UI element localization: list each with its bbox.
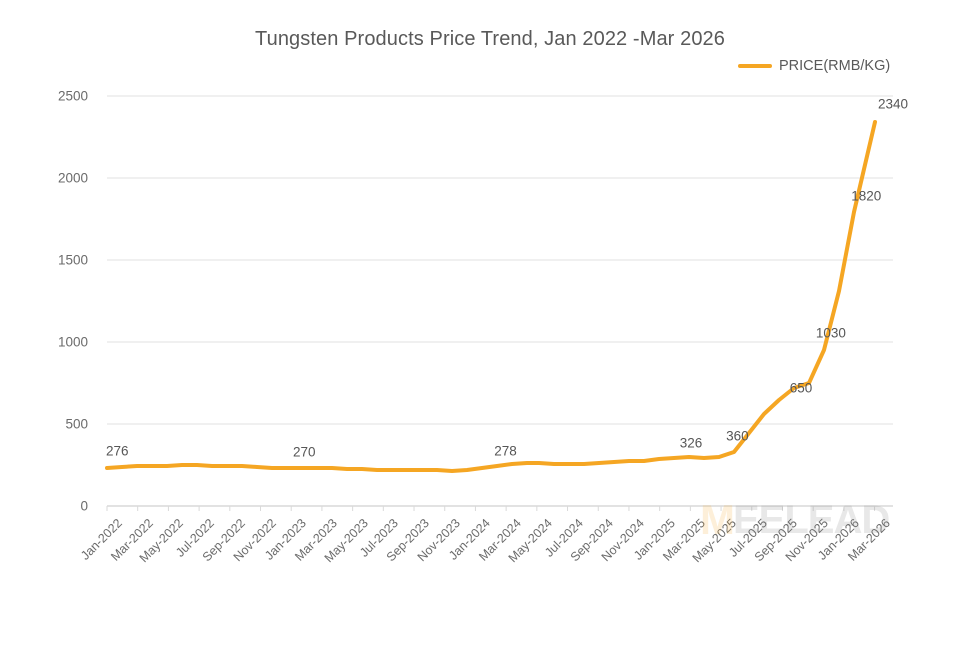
data-point-label: 270 [293, 444, 316, 460]
gridlines [107, 95, 893, 425]
data-point-label: 1030 [815, 325, 846, 341]
data-point-label: 650 [789, 380, 813, 396]
data-point-label: 278 [494, 443, 517, 459]
y-axis-tick-label: 1000 [57, 334, 88, 350]
chart-container: Tungsten Products Price Trend, Jan 2022 … [57, 28, 909, 565]
data-point-label: 2340 [877, 96, 909, 112]
data-point-label: 1820 [851, 188, 882, 204]
data-point-label: 326 [679, 435, 703, 451]
chart-legend: PRICE(RMB/KG) [738, 58, 890, 74]
data-point-label: 276 [105, 443, 129, 459]
legend-item-label: PRICE(RMB/KG) [779, 58, 891, 74]
data-point-label: 360 [726, 428, 749, 444]
series-line-price [105, 120, 877, 473]
x-axis-ticks [106, 506, 876, 511]
legend-line-swatch [738, 64, 772, 68]
y-axis-tick-label: 0 [80, 498, 88, 514]
plot-area [105, 95, 893, 511]
y-axis-tick-label: 2500 [57, 88, 88, 104]
y-axis-tick-label: 2000 [57, 170, 88, 186]
chart-title: Tungsten Products Price Trend, Jan 2022 … [255, 28, 725, 50]
y-axis-tick-label: 1500 [57, 252, 88, 268]
y-axis-tick-label: 500 [65, 416, 88, 432]
